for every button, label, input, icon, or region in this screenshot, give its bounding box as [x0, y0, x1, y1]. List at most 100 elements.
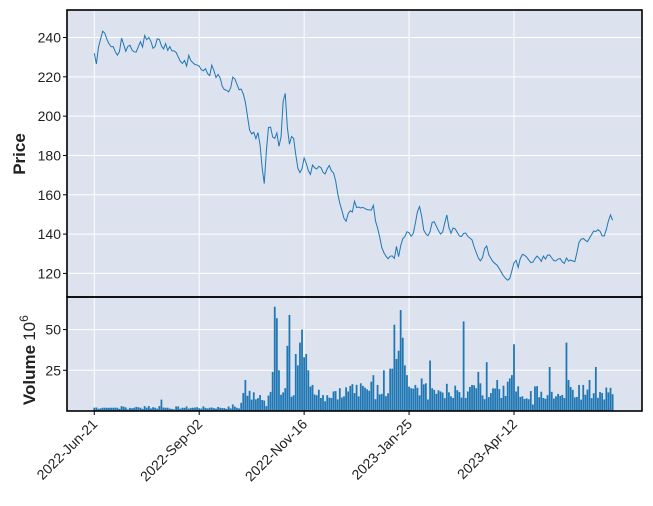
volume-bar	[378, 394, 381, 411]
volume-bar	[584, 394, 587, 411]
price-tick-label: 240	[38, 30, 62, 46]
volume-bar	[561, 394, 564, 411]
volume-bar	[198, 408, 201, 411]
volume-bar	[112, 407, 115, 411]
volume-bar	[534, 386, 536, 411]
volume-bar	[332, 391, 335, 411]
volume-bar	[282, 392, 285, 411]
volume-bar	[236, 407, 238, 411]
volume-bar	[401, 337, 404, 411]
volume-bar	[542, 397, 545, 411]
volume-bar	[578, 384, 580, 411]
volume-bar	[330, 397, 333, 411]
volume-bar	[292, 395, 295, 411]
volume-bar	[93, 407, 96, 411]
volume-bar	[460, 397, 463, 411]
volume-bar	[515, 391, 517, 411]
volume-bar	[576, 396, 578, 411]
volume-bar	[347, 391, 350, 411]
volume-bar	[175, 406, 178, 411]
x-tick-label: 2023-Jan-25	[348, 416, 415, 483]
volume-bar	[305, 354, 308, 411]
volume-bar	[254, 399, 257, 411]
volume-bar	[408, 386, 410, 411]
volume-bar	[328, 397, 331, 411]
volume-bar	[179, 408, 182, 411]
volume-bar	[299, 342, 301, 411]
volume-bar	[208, 407, 211, 411]
volume-bar	[133, 407, 136, 411]
volume-bar	[494, 388, 496, 411]
volume-bar	[227, 406, 230, 411]
volume-bar	[504, 395, 507, 411]
volume-bar	[410, 388, 413, 411]
volume-bar	[248, 390, 251, 411]
volume-bar	[479, 383, 482, 411]
volume-bar	[171, 408, 173, 411]
volume-bar	[485, 362, 488, 411]
volume-bar	[284, 388, 287, 411]
volume-bar	[162, 407, 165, 411]
volume-bar	[531, 404, 534, 411]
volume-bar	[521, 396, 524, 411]
grid	[67, 10, 642, 411]
volume-bar	[452, 397, 455, 411]
volume-bar	[403, 365, 406, 411]
volume-bar	[97, 408, 100, 411]
volume-bar	[473, 385, 475, 411]
volume-bar	[252, 392, 255, 411]
volume-bar	[523, 399, 526, 411]
volume-bar	[414, 384, 417, 411]
volume-bar	[362, 385, 364, 411]
volume-bar	[351, 384, 354, 411]
volume-bar	[406, 375, 408, 411]
volume-bar	[334, 391, 337, 411]
volume-bar	[225, 408, 228, 411]
volume-bar	[466, 391, 469, 411]
volume-bar	[265, 406, 268, 411]
volume-bar	[131, 408, 133, 411]
volume-bar	[427, 399, 429, 411]
volume-bars	[93, 306, 614, 411]
price-panel-background	[67, 10, 642, 297]
volume-bar	[477, 371, 480, 411]
volume-bar	[605, 387, 608, 411]
volume-bar	[294, 354, 297, 411]
volume-bar	[420, 378, 423, 411]
volume-bar	[376, 384, 379, 411]
volume-bar	[271, 371, 274, 411]
volume-bar	[269, 391, 272, 411]
volume-bar	[582, 384, 585, 411]
volume-bar	[187, 408, 190, 411]
volume-bar	[267, 395, 270, 411]
volume-bar	[320, 397, 322, 411]
volume-bar	[238, 408, 240, 411]
volume-bar	[177, 406, 180, 411]
volume-bar	[240, 402, 243, 411]
volume-bar	[599, 391, 601, 411]
volume-bar	[231, 404, 234, 411]
x-tick-label: 2023-Apr-12	[454, 416, 520, 482]
volume-bar	[517, 386, 520, 411]
volume-bar	[511, 375, 513, 411]
volume-bar	[324, 401, 327, 411]
volume-bar	[481, 395, 484, 411]
volume-bar	[278, 370, 280, 411]
volume-panel-frame	[66, 296, 643, 412]
volume-bar	[309, 386, 312, 411]
volume-bar	[366, 389, 368, 411]
volume-bar	[557, 393, 559, 411]
volume-bar	[147, 406, 150, 411]
volume-axis-title: Volume	[20, 345, 39, 405]
volume-bar	[450, 396, 452, 411]
volume-bar	[280, 394, 282, 411]
volume-bar	[158, 406, 161, 411]
volume-bar	[150, 408, 152, 411]
volume-bar	[565, 342, 568, 411]
volume-bar	[286, 345, 289, 411]
volume-bar	[124, 407, 127, 411]
volume-bar	[492, 388, 494, 411]
volume-bar	[611, 394, 614, 411]
volume-bar	[429, 360, 431, 411]
